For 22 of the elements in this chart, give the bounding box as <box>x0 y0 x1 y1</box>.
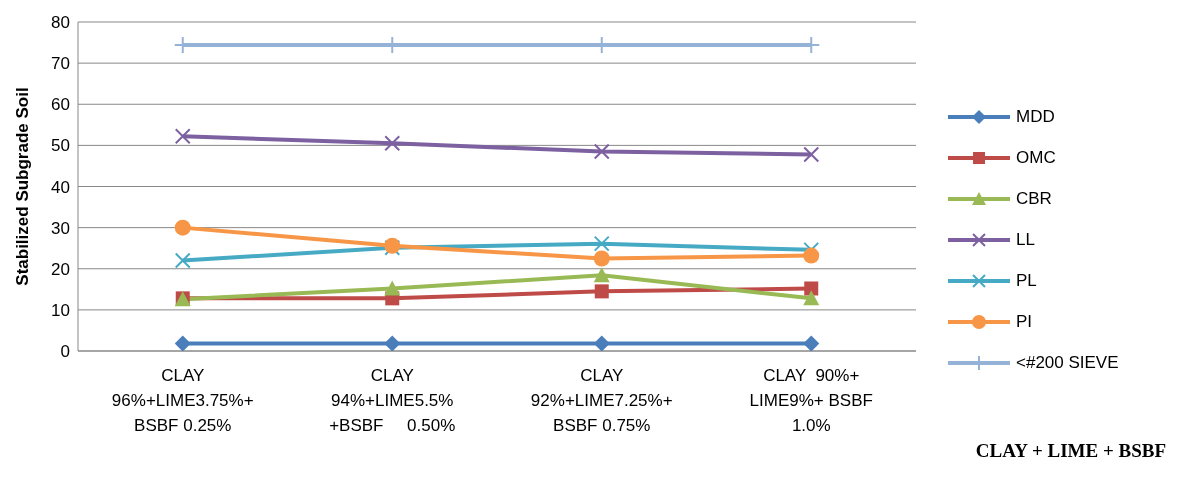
legend-label: PI <box>1016 312 1033 332</box>
x-tick-label: CLAY 92%+LIME7.25%+ BSBF 0.75% <box>530 366 673 435</box>
legend-label: LL <box>1016 230 1035 250</box>
y-tick-label: 10 <box>51 300 70 320</box>
legend-label: MDD <box>1016 107 1055 127</box>
legend-label: OMC <box>1016 148 1056 168</box>
legend-label: PL <box>1016 271 1037 291</box>
legend-label: CBR <box>1016 189 1052 209</box>
x-axis-title: CLAY + LIME + BSBF <box>975 440 1166 461</box>
x-tick-label: CLAY 94%+LIME5.5% +BSBF 0.50% <box>329 366 456 435</box>
y-tick-label: 30 <box>51 218 70 238</box>
y-tick-label: 0 <box>60 342 70 362</box>
x-tick-label: CLAY 96%+LIME3.75%+ BSBF 0.25% <box>111 366 254 435</box>
x-tick-label: CLAY 90%+ LIME9%+ BSBF 1.0% <box>749 366 873 435</box>
y-axis-title: Stabilized Subgrade Soil <box>13 87 33 286</box>
y-tick-label: 50 <box>51 136 70 156</box>
legend-label: <#200 SIEVE <box>1016 353 1119 373</box>
y-tick-label: 80 <box>51 13 70 33</box>
y-tick-label: 60 <box>51 95 70 115</box>
y-tick-label: 40 <box>51 177 70 197</box>
y-tick-label: 70 <box>51 54 70 74</box>
y-tick-label: 20 <box>51 259 70 279</box>
